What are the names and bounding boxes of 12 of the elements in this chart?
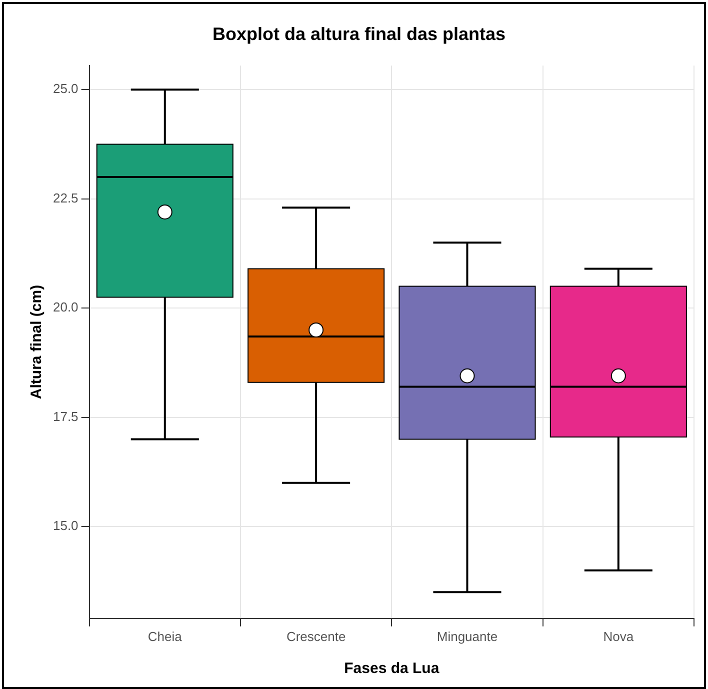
- chart-title: Boxplot da altura final das plantas: [212, 24, 506, 44]
- y-axis-title: Altura final (cm): [28, 284, 46, 400]
- x-axis-title: Fases da Lua: [344, 660, 440, 678]
- x-tick-label: Minguante: [436, 628, 498, 644]
- y-tick-label: 17.5: [52, 408, 78, 424]
- x-tick-label: Crescente: [286, 628, 346, 644]
- y-tick-label: 22.5: [52, 190, 78, 206]
- x-tick-label: Cheia: [148, 628, 183, 644]
- x-tick-label: Nova: [603, 628, 634, 644]
- y-tick-label: 25.0: [52, 81, 78, 96]
- y-tick-label: 20.0: [52, 300, 78, 315]
- y-tick-label: 15.0: [52, 518, 78, 534]
